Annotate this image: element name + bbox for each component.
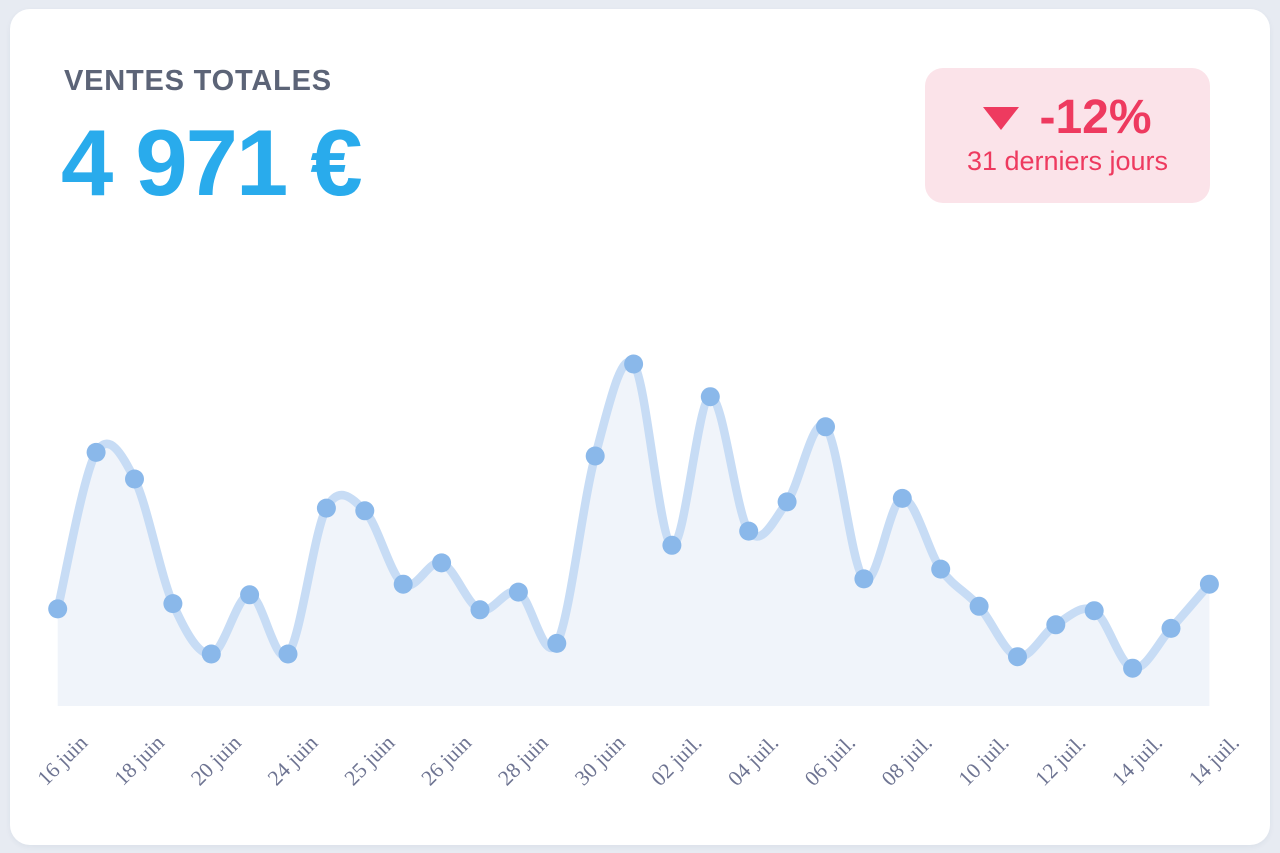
x-tick-label: 06 juil. xyxy=(800,731,860,791)
x-tick-label: 16 juin xyxy=(33,730,93,790)
x-tick-label: 28 juin xyxy=(493,730,553,790)
trend-delta: -12% xyxy=(1039,91,1152,145)
chart-data-point[interactable] xyxy=(393,574,413,594)
sales-line-chart[interactable]: 16 juin 18 juin 20 juin 24 juin 25 juin 26 ju… xyxy=(10,9,1270,845)
chart-data-point[interactable] xyxy=(86,442,106,462)
x-tick-label: 08 juil. xyxy=(877,731,937,791)
chart-data-point[interactable] xyxy=(739,521,759,541)
total-sales-value: 4 971 € xyxy=(61,110,363,215)
x-tick-label: 25 juin xyxy=(340,730,400,790)
trend-badge: -12% 31 derniers jours xyxy=(925,68,1210,203)
chart-data-point[interactable] xyxy=(854,569,874,589)
x-tick-label: 10 juil. xyxy=(954,731,1014,791)
x-tick-label: 20 juin xyxy=(186,730,246,790)
chart-area-fill xyxy=(57,361,1210,706)
chart-data-point[interactable] xyxy=(777,492,797,512)
chart-data-point[interactable] xyxy=(585,446,605,466)
chart-data-point[interactable] xyxy=(355,501,375,521)
chart-data-point[interactable] xyxy=(201,644,221,664)
chart-data-point[interactable] xyxy=(163,594,183,614)
chart-data-point[interactable] xyxy=(508,582,528,602)
x-tick-label: 04 juil. xyxy=(723,731,783,791)
chart-data-point[interactable] xyxy=(316,498,336,518)
chart-data-point[interactable] xyxy=(700,387,720,407)
chart-data-point[interactable] xyxy=(1123,658,1143,678)
trend-badge-row: -12% xyxy=(983,91,1152,145)
chart-data-point[interactable] xyxy=(892,488,912,508)
chart-data-point[interactable] xyxy=(1084,601,1104,621)
chart-data-point[interactable] xyxy=(1199,574,1219,594)
x-tick-label: 18 juin xyxy=(109,730,169,790)
chart-data-point[interactable] xyxy=(1046,615,1066,635)
sales-card: 16 juin 18 juin 20 juin 24 juin 25 juin 26 ju… xyxy=(10,9,1270,845)
x-tick-label: 26 juin xyxy=(417,730,477,790)
chart-data-point[interactable] xyxy=(1008,647,1027,667)
chart-data-point[interactable] xyxy=(662,535,682,555)
triangle-down-icon xyxy=(983,106,1020,130)
x-tick-label: 12 juil. xyxy=(1030,731,1090,791)
x-tick-label: 02 juil. xyxy=(646,731,706,791)
chart-data-point[interactable] xyxy=(624,354,644,374)
chart-data-point[interactable] xyxy=(278,644,298,664)
chart-data-point[interactable] xyxy=(470,600,490,620)
chart-data-point[interactable] xyxy=(547,633,567,653)
chart-data-point[interactable] xyxy=(240,585,260,605)
x-tick-label: 14 juil. xyxy=(1107,731,1167,791)
card-title: VENTES TOTALES xyxy=(64,65,332,97)
chart-data-point[interactable] xyxy=(1161,618,1181,638)
chart-data-point[interactable] xyxy=(969,596,989,616)
x-tick-label: 14 juil. xyxy=(1184,731,1244,791)
chart-data-point[interactable] xyxy=(432,553,452,573)
chart-data-point[interactable] xyxy=(931,559,951,579)
chart-data-point[interactable] xyxy=(125,469,144,489)
x-tick-label: 24 juin xyxy=(263,730,323,790)
trend-period: 31 derniers jours xyxy=(966,146,1169,177)
chart-data-point[interactable] xyxy=(48,599,68,619)
chart-data-point[interactable] xyxy=(816,417,835,437)
x-tick-label: 30 juin xyxy=(570,730,630,790)
